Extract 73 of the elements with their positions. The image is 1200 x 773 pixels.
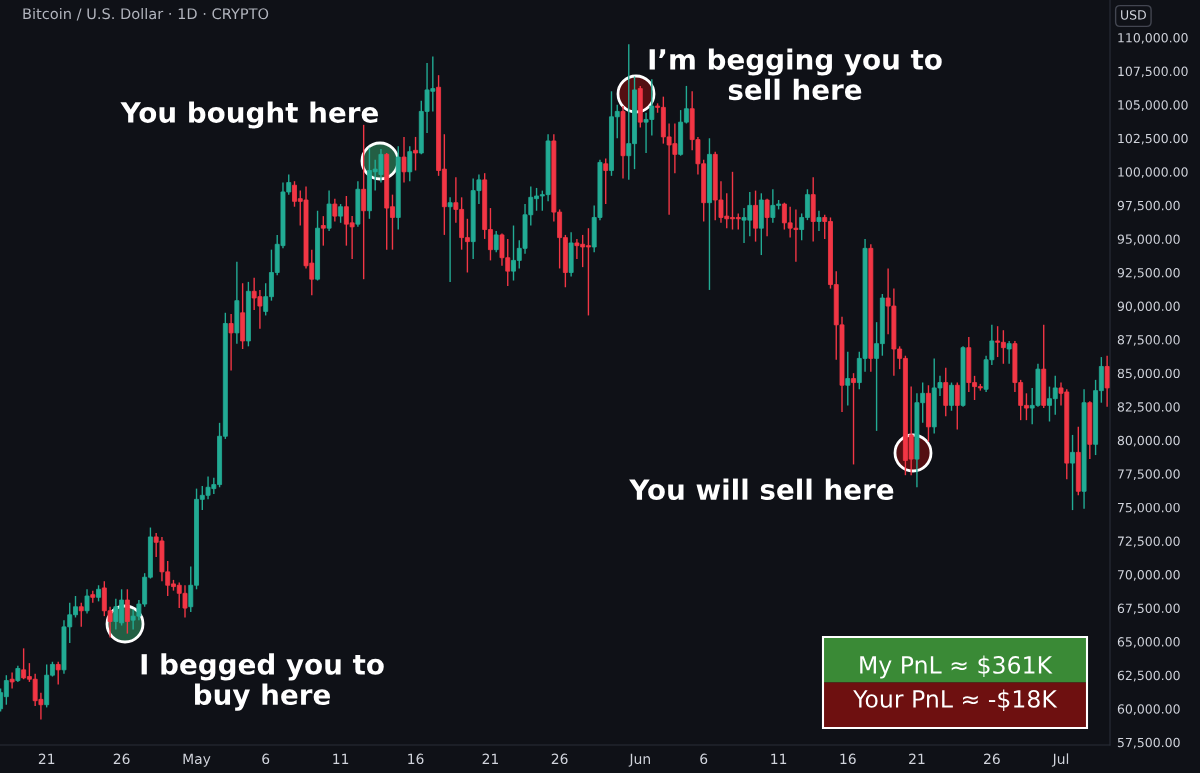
candlestick <box>851 372 856 466</box>
y-tick-label: 95,000.00 <box>1117 234 1180 246</box>
candlestick <box>1006 340 1012 365</box>
annotation: I begged you to buy here <box>141 653 384 711</box>
candlestick <box>228 313 234 372</box>
y-tick-label: 90,000.00 <box>1117 301 1180 313</box>
annotation: You will sell here <box>629 478 894 501</box>
x-tick-label: 21 <box>909 753 925 764</box>
y-tick-label: 87,500.00 <box>1117 335 1180 346</box>
x-tick-label: 6 <box>262 753 270 765</box>
candlestick <box>401 136 407 184</box>
y-tick-label: 85,000.00 <box>1117 368 1180 380</box>
candlestick <box>949 381 954 412</box>
annotation: I’m begging you to sell here <box>649 48 942 101</box>
candlestick <box>603 157 609 205</box>
x-tick-label: 6 <box>700 753 708 765</box>
annotation: My PnL ≈ $361K <box>860 655 1053 679</box>
y-tick-label: 110,000.00 <box>1118 33 1188 44</box>
x-tick-label: 26 <box>113 753 130 765</box>
y-tick-label: 60,000.00 <box>1117 704 1180 715</box>
candlestick <box>338 203 344 224</box>
y-tick-label: 107,500.00 <box>1118 66 1188 78</box>
candlestick <box>493 230 499 254</box>
chart-title: Bitcoin / U.S. Dollar · 1D · CRYPTO <box>23 7 269 21</box>
candlestick <box>1104 355 1110 408</box>
y-tick-label: 57,500.00 <box>1117 737 1180 749</box>
candlestick <box>55 661 61 686</box>
x-tick-label: 26 <box>984 753 1000 765</box>
x-tick-label: 11 <box>771 753 787 764</box>
candlestick <box>84 588 90 615</box>
candlestick <box>845 350 851 407</box>
y-tick-label: 72,500.00 <box>1117 536 1180 548</box>
y-tick-label: 62,500.00 <box>1117 670 1180 682</box>
candlestick <box>407 145 413 182</box>
candlestick <box>943 367 949 417</box>
y-tick-label: 102,500.00 <box>1118 133 1188 145</box>
y-tick-label: 97,500.00 <box>1117 200 1180 212</box>
candlestick <box>3 674 9 706</box>
y-tick-label: 105,000.00 <box>1118 100 1188 111</box>
candlestick <box>332 197 338 223</box>
candlestick <box>954 381 960 431</box>
y-tick-label: 70,000.00 <box>1117 569 1180 581</box>
candlestick <box>320 215 326 247</box>
y-tick-label: 92,500.00 <box>1117 267 1180 279</box>
x-tick-label: 21 <box>38 753 55 764</box>
x-tick-label: 26 <box>551 753 568 765</box>
text: USD <box>1121 10 1146 20</box>
candlestick <box>816 210 822 232</box>
annotation: Your PnL ≈ -$18K <box>853 689 1058 711</box>
x-tick-label: Jul <box>1051 753 1069 767</box>
candlestick <box>447 196 453 283</box>
y-tick-label: 82,500.00 <box>1117 402 1180 413</box>
candlestick <box>753 189 758 243</box>
candlestick <box>413 136 418 172</box>
candlestick <box>124 588 130 635</box>
y-tick-label: 80,000.00 <box>1117 435 1180 447</box>
x-tick-label: Jun <box>628 753 650 767</box>
candlestick <box>9 671 15 690</box>
candlestick <box>764 197 770 237</box>
x-tick-label: 11 <box>333 753 349 764</box>
y-tick-label: 100,000.00 <box>1118 167 1188 179</box>
y-tick-label: 75,000.00 <box>1117 502 1180 514</box>
x-tick-label: 21 <box>482 753 499 764</box>
candlestick <box>361 124 367 280</box>
y-tick-label: 65,000.00 <box>1117 637 1180 648</box>
x-tick-label: 16 <box>408 753 424 765</box>
y-tick-label: 67,500.00 <box>1117 603 1180 615</box>
candlestick <box>1070 434 1075 511</box>
y-tick-label: 77,500.00 <box>1117 469 1180 481</box>
x-tick-label: May <box>183 753 211 767</box>
candlestick <box>78 602 84 628</box>
x-tick-label: 16 <box>840 753 856 765</box>
annotation: You bought here <box>120 101 378 129</box>
